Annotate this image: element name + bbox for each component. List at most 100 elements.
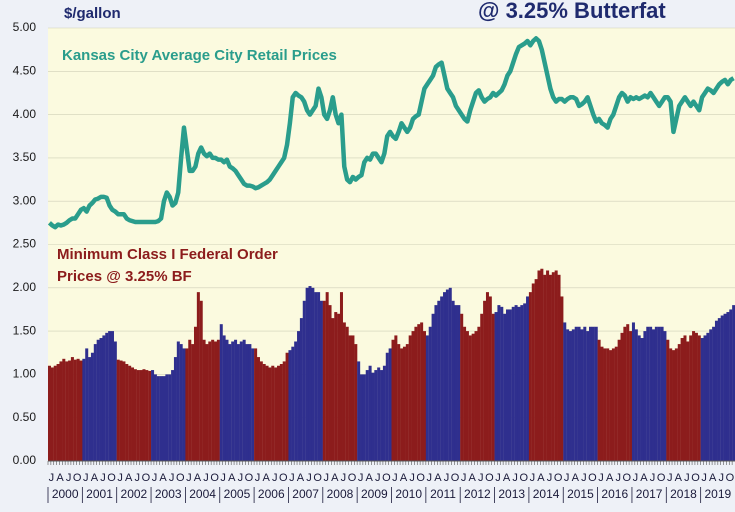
bar [53,365,57,461]
bar [488,296,492,461]
x-tick-label: J [650,472,656,484]
bar [262,364,266,461]
bar [288,350,292,461]
bar [580,329,584,461]
bar [689,335,693,461]
x-tick-label: A [572,472,580,484]
bar [514,305,518,461]
bar [305,287,309,461]
bar [729,309,733,461]
x-tick-label: J [83,472,89,484]
x-tick-label: O [245,472,254,484]
bar [720,315,724,461]
bar [168,374,172,461]
annotation: Prices @ 3.25% BF [57,268,192,285]
bar [317,292,321,461]
bar [660,326,664,461]
y-tick-label: 4.50 [13,63,37,77]
x-tick-label: J [203,472,209,484]
bar [374,370,378,461]
bar [182,348,186,461]
bar [437,300,441,461]
x-tick-label: J [684,472,690,484]
x-tick-label: O [451,472,460,484]
year-label: 2014 [533,487,560,501]
bar [388,348,392,461]
bar [202,339,206,461]
bar [362,374,366,461]
bar [503,313,507,461]
bar [351,335,355,461]
year-label: 2009 [361,487,388,501]
bar [208,341,212,461]
bar [193,326,197,461]
x-tick-label: J [719,472,725,484]
bar [173,357,177,461]
bar [566,329,570,461]
year-label: 2002 [121,487,148,501]
y-tick-label: 0.50 [13,410,37,424]
bar [669,348,673,461]
x-tick-label: A [228,472,236,484]
bar [225,339,229,461]
x-tick-label: A [640,472,648,484]
bar [136,370,140,461]
bar [471,333,475,461]
bar [709,329,713,461]
bar [108,331,112,461]
bar [506,309,510,461]
y-tick-label: 3.00 [13,193,37,207]
chart-title: @ 3.25% Butterfat [478,0,666,23]
bar [646,326,650,461]
bar [448,287,452,461]
bar [199,300,203,461]
bar [56,364,60,461]
year-label: 2004 [189,487,216,501]
annotation: Minimum Class I Federal Order [57,246,278,263]
x-tick-label: O [176,472,185,484]
y-tick-label: 4.00 [13,107,37,121]
x-tick-label: J [117,472,123,484]
bar [314,292,318,461]
y-tick-label: 5.00 [13,20,37,34]
x-tick-label: J [186,472,192,484]
bar [443,292,447,461]
x-tick-label: J [341,472,347,484]
bar [188,339,192,461]
bar [494,312,498,461]
year-label: 2012 [464,487,491,501]
bar [454,305,458,461]
bar [417,324,421,461]
bar [339,292,343,461]
bar [528,292,532,461]
x-tick-label: J [444,472,450,484]
bar [254,348,258,461]
bar [297,331,301,461]
bar [594,326,598,461]
x-tick-label: J [66,472,72,484]
bar [571,329,575,461]
bar [205,344,209,461]
bar [294,341,298,461]
y-axis-label: $/gallon [64,5,121,22]
bar [228,344,232,461]
bar [451,300,455,461]
bar [234,339,238,461]
x-tick-label: J [289,472,295,484]
bar [380,370,384,461]
x-tick-label: O [279,472,288,484]
y-tick-label: 1.00 [13,367,37,381]
bar [574,326,578,461]
year-label: 2006 [258,487,285,501]
bar [216,339,220,461]
bar [259,361,263,461]
bar [692,331,696,461]
bar [654,326,658,461]
bar [82,358,86,461]
x-tick-label: J [152,472,158,484]
bar [551,272,555,461]
bar [629,331,633,461]
x-tick-label: A [262,472,270,484]
bar [457,305,461,461]
year-label: 2001 [86,487,113,501]
